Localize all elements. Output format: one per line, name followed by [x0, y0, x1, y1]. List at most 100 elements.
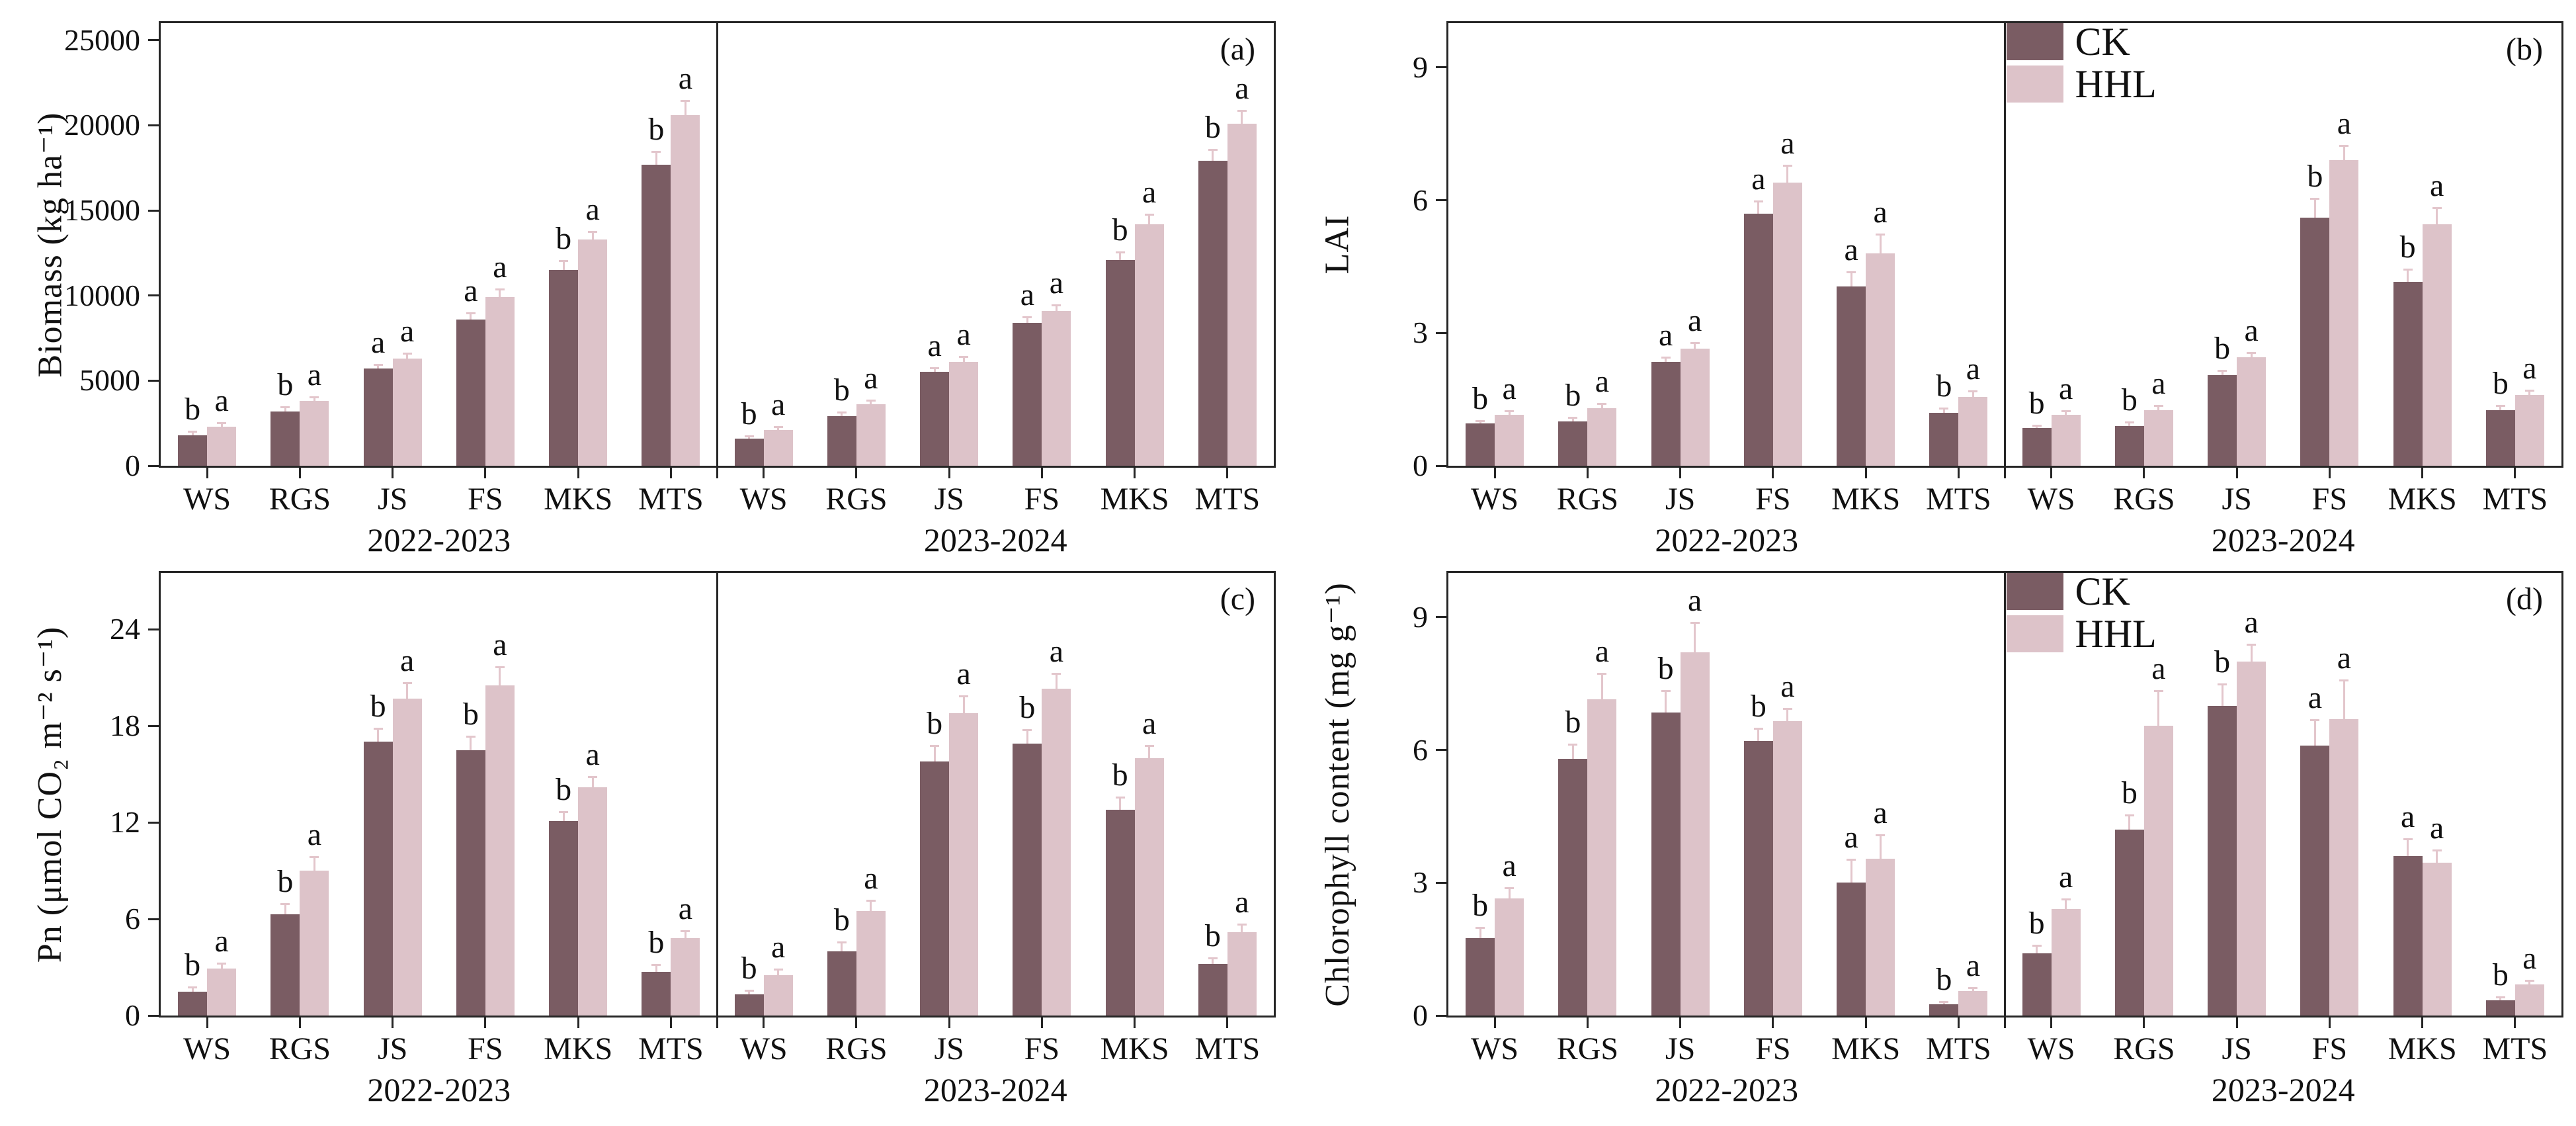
bar-hhl-js	[2237, 357, 2266, 466]
bar-ck-mts	[1198, 161, 1227, 466]
error-bar-cap	[773, 969, 783, 971]
error-bar	[2407, 838, 2409, 857]
bar-hhl-rgs	[856, 404, 886, 466]
x-category-label: FS	[468, 482, 503, 517]
bar-hhl-fs	[1772, 721, 1802, 1016]
x-tick	[2050, 468, 2053, 478]
error-bar	[2436, 206, 2438, 225]
x-tick	[948, 468, 950, 478]
error-bar	[841, 411, 843, 417]
legend-swatch-ck	[2006, 23, 2063, 60]
x-category-label: MKS	[2388, 1031, 2457, 1066]
x-category-label: JS	[2222, 482, 2252, 517]
x-tick	[1493, 468, 1496, 478]
error-bar-cap	[1782, 165, 1792, 167]
x-tick	[1586, 468, 1589, 478]
significance-letter: b	[927, 706, 943, 742]
error-bar-cap	[1144, 745, 1154, 748]
bar-hhl-mks	[1134, 224, 1164, 466]
error-bar	[591, 775, 594, 787]
error-bar	[1571, 743, 1574, 759]
x-tick	[2421, 468, 2424, 478]
x-tick	[484, 468, 487, 478]
error-bar	[499, 666, 501, 686]
significance-letter: b	[833, 902, 850, 938]
panel-a-biomass: Biomass (kg ha⁻¹) b a b a a a a a b a b a b a b a a a a a b a b…	[0, 0, 1288, 563]
error-bar-cap	[402, 682, 412, 685]
significance-letter: a	[1844, 232, 1858, 267]
x-category-label: MKS	[2388, 482, 2457, 517]
y-tick-label: 9	[1413, 50, 1428, 84]
bar-ck-js	[363, 368, 393, 466]
x-tick	[1679, 1018, 1682, 1028]
y-tick	[1436, 199, 1446, 202]
error-bar-cap	[1568, 743, 1578, 746]
significance-letter: a	[1595, 364, 1610, 400]
significance-letter: b	[833, 372, 850, 408]
error-bar	[2528, 389, 2531, 395]
error-bar	[2157, 690, 2160, 726]
bar-ck-fs	[1743, 741, 1773, 1016]
bar-hhl-ws	[763, 429, 793, 466]
x-category-label: MKS	[544, 482, 613, 517]
significance-letter: b	[1472, 381, 1489, 417]
significance-letter: a	[2244, 605, 2259, 640]
error-bar-cap	[188, 431, 198, 433]
error-bar-cap	[2403, 269, 2413, 271]
bar-ck-fs	[1743, 213, 1773, 466]
x-tick	[1679, 468, 1682, 478]
bar-ck-ws	[2022, 953, 2052, 1016]
significance-letter: b	[370, 688, 386, 724]
significance-letter: b	[1472, 888, 1489, 924]
error-bar-cap	[2495, 405, 2505, 408]
error-bar	[191, 986, 194, 992]
error-bar-cap	[2310, 718, 2320, 721]
significance-letter: a	[585, 736, 600, 772]
bar-hhl-fs	[1772, 182, 1802, 466]
x-category-label: JS	[934, 482, 964, 517]
x-tick	[669, 1018, 672, 1028]
error-bar-cap	[2032, 944, 2042, 947]
error-bar-cap	[773, 425, 783, 428]
y-tick-label: 10000	[64, 278, 140, 312]
error-bar	[2250, 644, 2253, 662]
significance-letter: a	[214, 383, 229, 419]
significance-letter: a	[2058, 859, 2073, 894]
error-bar-cap	[1505, 887, 1515, 889]
x-category-label: FS	[1755, 1031, 1791, 1066]
significance-letter: b	[185, 947, 201, 983]
significance-letter: b	[1657, 651, 1674, 687]
error-bar-cap	[1208, 149, 1218, 152]
x-tick	[2050, 1018, 2053, 1028]
x-category-label: FS	[2311, 482, 2348, 517]
significance-letter: a	[585, 191, 600, 227]
significance-letter: a	[2400, 799, 2415, 835]
error-bar-cap	[1022, 728, 1032, 731]
y-tick-label: 0	[125, 998, 140, 1032]
x-category-label: FS	[2311, 1031, 2348, 1066]
bar-ck-js	[2208, 705, 2237, 1016]
error-bar-cap	[466, 735, 476, 738]
bar-ck-mks	[1837, 286, 1866, 466]
legend-entry-hhl: HHL	[2006, 614, 2157, 654]
error-bar	[1508, 887, 1511, 898]
x-category-label: JS	[1665, 482, 1696, 517]
x-category-label: FS	[468, 1031, 503, 1066]
error-bar	[1479, 927, 1481, 938]
error-bar-cap	[837, 941, 847, 944]
y-axis-title-wrap: Chlorophyll content (mg g⁻¹)	[1298, 571, 1377, 1018]
x-category-label: FS	[1024, 1031, 1060, 1066]
x-group-year-label: 2022-2023	[367, 1071, 511, 1108]
error-bar	[2499, 405, 2502, 411]
y-tick-label: 5000	[79, 363, 140, 398]
error-bar	[933, 745, 936, 761]
significance-letter: a	[1751, 161, 1766, 196]
error-bar	[1148, 214, 1151, 224]
significance-letter: a	[1235, 885, 1249, 920]
error-bar-cap	[2247, 352, 2257, 355]
error-bar-cap	[2061, 410, 2071, 413]
error-bar-cap	[1876, 233, 1886, 236]
significance-letter: a	[678, 891, 693, 927]
bar-ck-mts	[2485, 410, 2515, 466]
error-bar	[2065, 898, 2067, 910]
